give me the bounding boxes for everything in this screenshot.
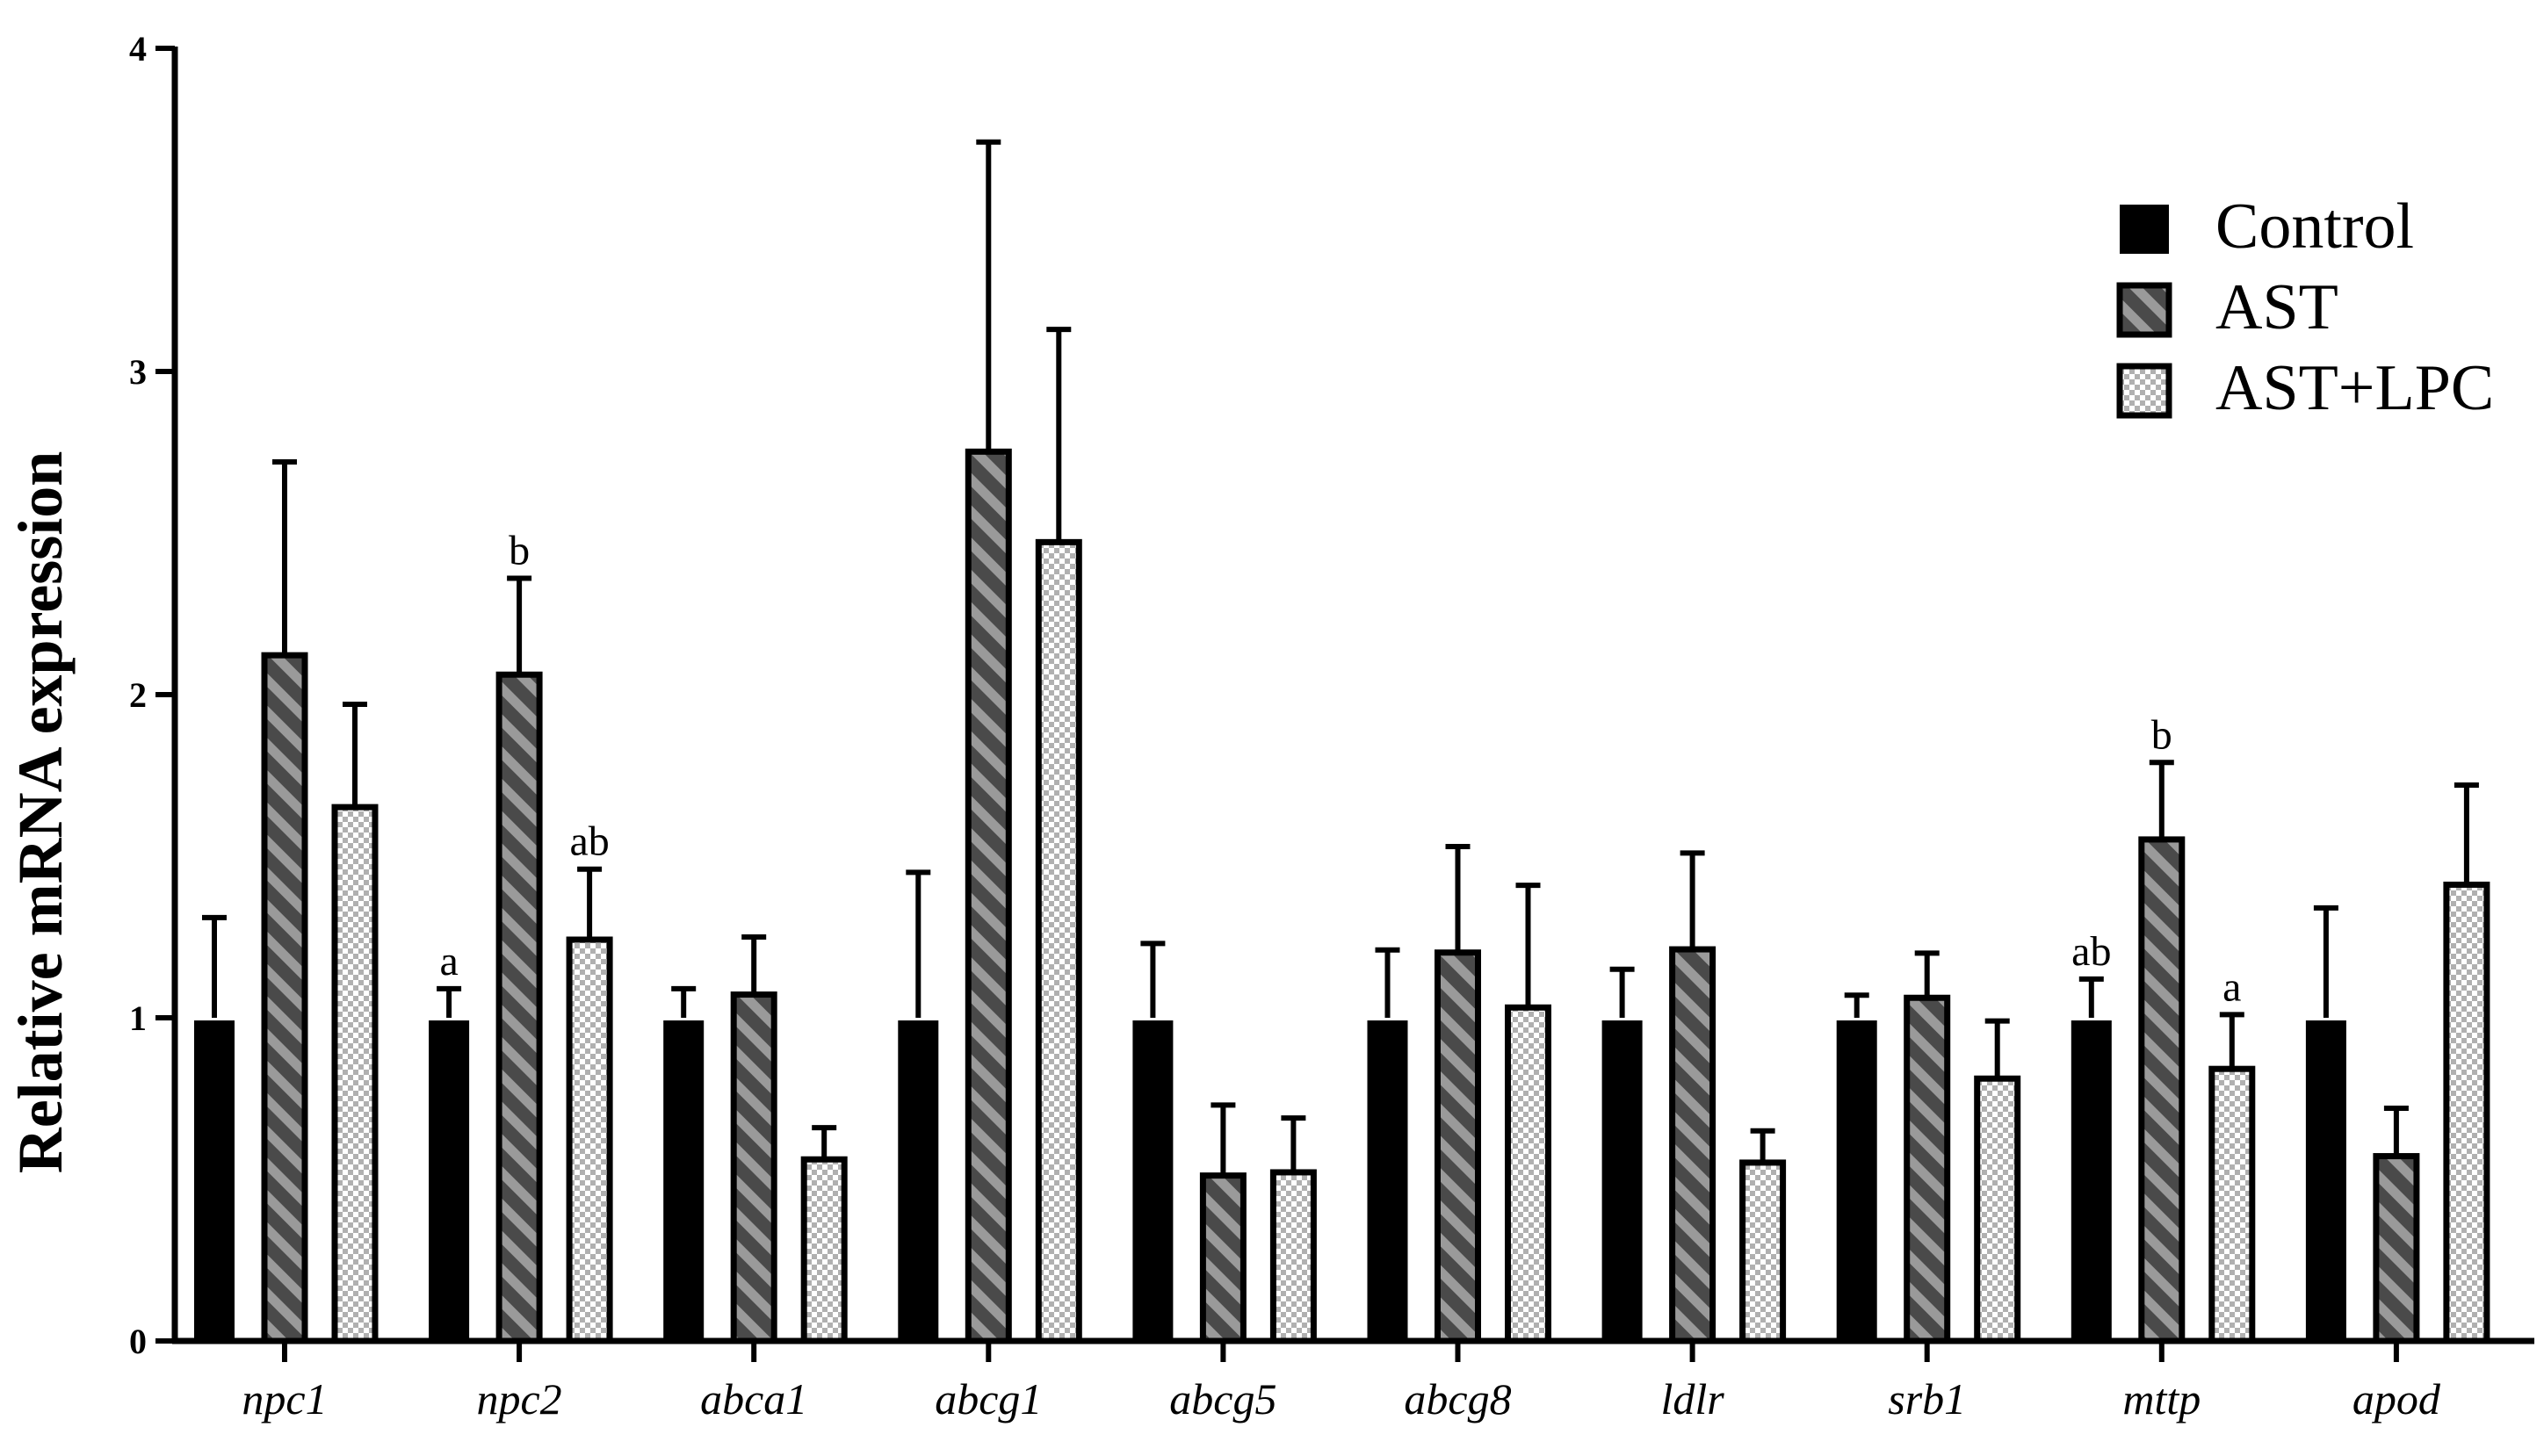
bar-abcg1-AST+LPC: [1035, 538, 1082, 1344]
bar-apod-AST: [2373, 1153, 2420, 1344]
y-tick-label: 1: [129, 998, 147, 1038]
x-tick-label-abcg1: abcg1: [935, 1374, 1042, 1424]
legend-swatch-0: [2120, 205, 2169, 254]
x-tick-label-apod: apod: [2352, 1374, 2441, 1424]
bar-abcg1-AST: [965, 448, 1012, 1344]
bar-npc1-AST+LPC: [331, 804, 379, 1344]
bar-abcg5-AST: [1199, 1172, 1247, 1344]
y-tick-label: 3: [129, 352, 147, 392]
bar-srb1-Control: [1836, 1020, 1877, 1341]
legend-label-2: AST+LPC: [2215, 352, 2494, 424]
bar-abcg8-Control: [1367, 1020, 1408, 1341]
legend-label-1: AST: [2215, 271, 2338, 343]
bar-abcg5-Control: [1132, 1020, 1174, 1341]
x-tick-label-mttp: mttp: [2122, 1374, 2201, 1424]
sig-label-mttp-0: ab: [2071, 928, 2111, 975]
sig-label-npc2-1: b: [509, 528, 530, 574]
bar-abcg8-AST+LPC: [1505, 1004, 1551, 1344]
bar-npc2-AST+LPC: [566, 936, 613, 1344]
sig-label-mttp-2: a: [2222, 963, 2241, 1010]
legend-swatch-2: [2116, 363, 2172, 419]
y-tick-label: 2: [129, 675, 147, 715]
legend: Control AST AST+LPC: [2116, 191, 2494, 424]
x-tick-label-srb1: srb1: [1888, 1374, 1966, 1424]
bar-abca1-AST: [730, 991, 777, 1344]
bar-ldlr-Control: [1601, 1020, 1643, 1341]
sig-label-npc2-0: a: [439, 938, 458, 984]
bar-npc2-Control: [429, 1020, 470, 1341]
bar-srb1-AST: [1904, 994, 1951, 1344]
bar-apod-AST+LPC: [2443, 881, 2490, 1344]
bar-srb1-AST+LPC: [1974, 1075, 2021, 1344]
y-tick-label: 4: [129, 29, 147, 68]
sig-label-mttp-1: b: [2151, 711, 2172, 758]
bar-abca1-AST+LPC: [800, 1156, 848, 1344]
x-tick-label-abcg5: abcg5: [1169, 1374, 1276, 1424]
bar-mttp-AST+LPC: [2208, 1065, 2256, 1344]
bar-npc1-AST: [261, 652, 308, 1344]
bar-abca1-Control: [663, 1020, 705, 1341]
legend-label-0: Control: [2215, 191, 2414, 263]
x-tick-label-npc1: npc1: [242, 1374, 327, 1424]
bar-npc2-AST: [495, 671, 543, 1344]
y-tick-label: 0: [129, 1322, 147, 1361]
y-axis-title: Relative mRNA expression: [5, 451, 76, 1174]
x-tick-label-ldlr: ldlr: [1660, 1374, 1724, 1424]
bar-mttp-Control: [2071, 1020, 2112, 1341]
bar-ldlr-AST+LPC: [1739, 1159, 1787, 1344]
legend-swatch-1: [2116, 282, 2172, 338]
x-tick-label-npc2: npc2: [476, 1374, 561, 1424]
bar-npc1-Control: [194, 1020, 235, 1341]
bar-apod-Control: [2305, 1020, 2346, 1341]
bar-mttp-AST: [2138, 836, 2186, 1344]
sig-label-npc2-2: ab: [569, 818, 609, 865]
bar-abcg5-AST+LPC: [1269, 1169, 1317, 1344]
bar-ldlr-AST: [1669, 946, 1716, 1344]
x-tick-label-abca1: abca1: [700, 1374, 807, 1424]
bar-abcg1-Control: [898, 1020, 939, 1341]
bar-abcg8-AST: [1435, 949, 1481, 1344]
x-tick-label-abcg8: abcg8: [1404, 1374, 1511, 1424]
